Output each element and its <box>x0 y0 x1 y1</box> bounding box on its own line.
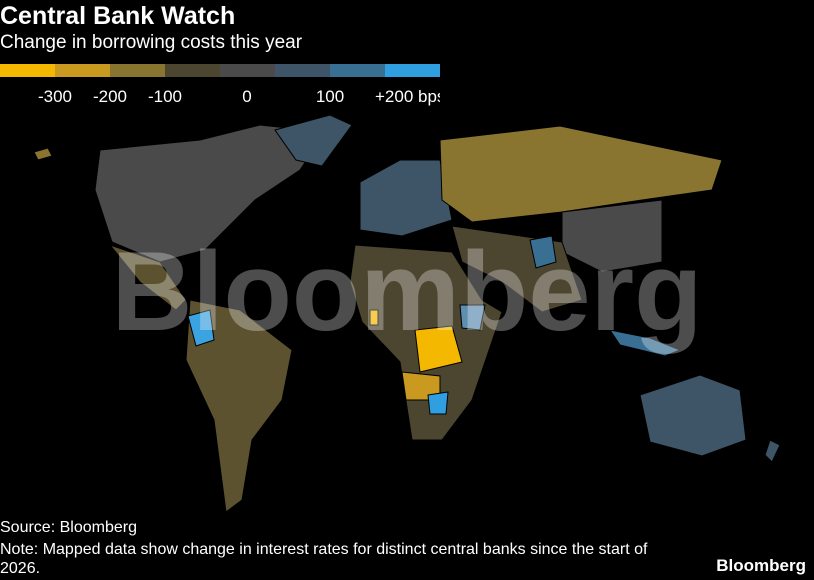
legend-swatch <box>55 64 110 77</box>
mexico <box>108 243 187 311</box>
logo: Bloomberg <box>716 556 806 575</box>
ghana <box>369 309 379 326</box>
legend-swatch <box>110 64 165 77</box>
south-america <box>185 299 293 513</box>
note: Note: Mapped data show change in interes… <box>0 541 648 577</box>
southeast-asia <box>608 329 682 357</box>
australia <box>639 374 747 457</box>
watermark: Bloomberg <box>111 229 702 354</box>
legend-swatch <box>0 64 55 77</box>
legend-tick-label: +200 bps <box>375 87 440 106</box>
legend-swatch <box>275 64 330 77</box>
legend-tick-label: 0 <box>242 87 251 106</box>
zimbabwe <box>427 391 449 415</box>
legend-swatch <box>330 64 385 77</box>
legend-tick-label: -300 <box>38 87 72 106</box>
legend-tick-label: -100 <box>148 87 182 106</box>
pakistan <box>529 235 557 269</box>
world-map: Bloomberg <box>33 114 781 513</box>
russia <box>439 125 723 223</box>
ethiopia <box>459 304 486 331</box>
central-africa <box>414 325 463 373</box>
greenland <box>274 114 353 167</box>
legend: -300 -200 -100 0 100 +200 bps <box>0 64 440 106</box>
legend-swatch <box>220 64 275 77</box>
title: Central Bank Watch <box>0 2 236 30</box>
colombia <box>187 309 215 347</box>
new-zealand <box>764 439 781 463</box>
north-america <box>94 124 326 263</box>
iceland <box>33 147 53 161</box>
legend-tick-label: -200 <box>93 87 127 106</box>
legend-tick-label: 100 <box>316 87 344 106</box>
legend-swatch <box>385 64 440 77</box>
europe <box>359 159 453 237</box>
source: Source: Bloomberg <box>0 519 137 536</box>
subtitle: Change in borrowing costs this year <box>0 32 303 53</box>
legend-swatch <box>165 64 220 77</box>
